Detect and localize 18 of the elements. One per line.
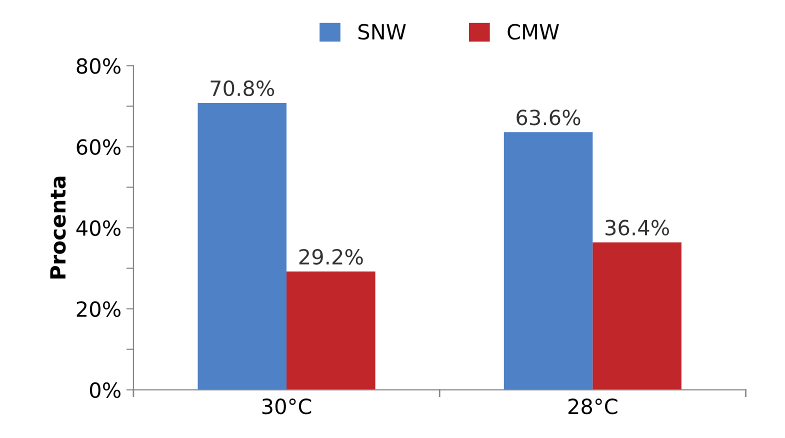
y-tick-label: 80% — [76, 58, 120, 74]
bar — [286, 272, 376, 390]
bar — [504, 132, 593, 390]
y-tick-label: 40% — [76, 220, 120, 236]
bar — [592, 242, 682, 390]
data-label: 70.8% — [210, 80, 274, 96]
y-tick-label: 0% — [90, 382, 120, 398]
data-label: 63.6% — [516, 110, 580, 126]
legend-label: CMW — [508, 24, 559, 40]
y-axis-title: Procenta — [50, 176, 66, 278]
x-tick-label: 30°C — [262, 398, 312, 414]
y-tick-label: 20% — [76, 301, 120, 317]
bar — [198, 102, 287, 390]
legend-label: SNW — [358, 24, 406, 40]
y-tick-label: 60% — [76, 139, 120, 155]
data-label: 29.2% — [299, 248, 363, 265]
data-label: 36.4% — [606, 220, 670, 236]
x-tick-label: 28°C — [568, 398, 618, 414]
